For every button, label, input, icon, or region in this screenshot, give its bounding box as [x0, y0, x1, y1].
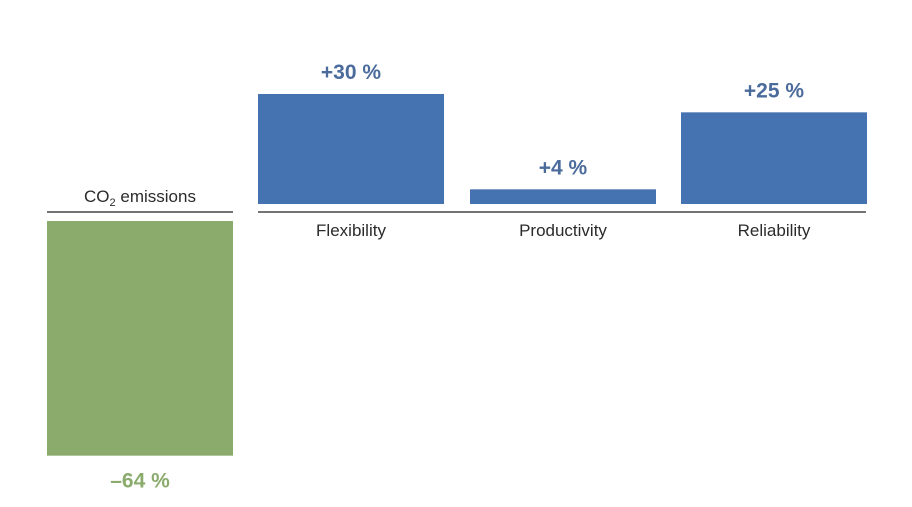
bar-reliability: [681, 112, 867, 204]
category-label-co2-emissions: CO2 emissions: [84, 187, 196, 209]
category-label-reliability: Reliability: [738, 221, 811, 240]
value-label-productivity: +4 %: [539, 156, 588, 179]
category-labels: CO2 emissions Flexibility Productivity Reli…: [84, 187, 811, 240]
category-label-productivity: Productivity: [519, 221, 607, 240]
value-label-reliability: +25 %: [744, 79, 804, 102]
bars: [47, 93, 867, 456]
bar-co2-emissions: [47, 221, 233, 456]
bar-flexibility: [258, 93, 444, 204]
category-label-flexibility: Flexibility: [316, 221, 386, 240]
value-label-co2-emissions: –64 %: [110, 470, 170, 493]
bar-productivity: [470, 189, 656, 204]
value-label-flexibility: +30 %: [321, 61, 381, 84]
value-labels: –64 % +30 % +4 % +25 %: [110, 61, 804, 493]
